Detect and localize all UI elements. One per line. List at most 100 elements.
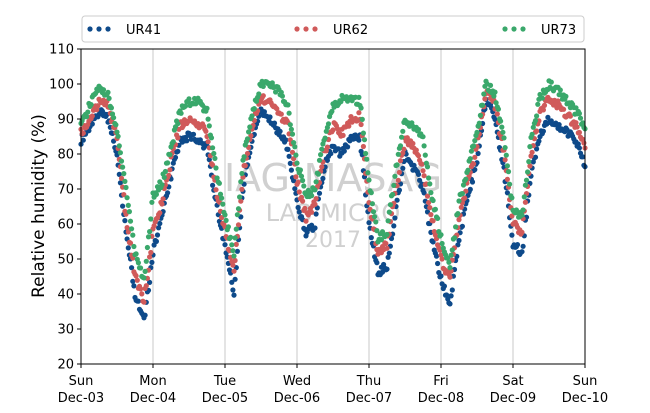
data-point-ur73: [487, 82, 494, 88]
data-point-ur41: [509, 232, 515, 238]
data-point-ur73: [509, 195, 515, 201]
data-point-ur73: [500, 129, 506, 135]
data-point-ur41: [172, 154, 179, 161]
data-point-ur62: [340, 132, 346, 138]
data-point-ur73: [131, 243, 137, 250]
data-point-ur41: [530, 159, 536, 165]
legend-marker-ur41: [87, 26, 93, 32]
data-point-ur41: [324, 157, 330, 163]
data-point-ur62: [118, 175, 125, 181]
data-point-ur73: [239, 170, 245, 177]
y-tick-label: 110: [49, 43, 74, 58]
legend-label-ur62: UR62: [333, 23, 368, 38]
data-point-ur41: [536, 138, 542, 144]
data-point-ur73: [118, 158, 125, 164]
data-point-ur62: [231, 268, 237, 274]
data-point-ur62: [89, 113, 95, 119]
data-point-ur41: [234, 248, 240, 254]
data-point-ur62: [213, 187, 219, 193]
data-point-ur73: [285, 102, 291, 108]
data-point-ur41: [576, 145, 583, 151]
data-point-ur73: [557, 87, 563, 93]
data-point-ur41: [312, 225, 318, 231]
data-point-ur62: [540, 107, 547, 113]
data-point-ur73: [449, 247, 455, 253]
data-point-ur73: [84, 114, 90, 120]
data-point-ur62: [138, 286, 144, 292]
data-point-ur73: [519, 212, 525, 218]
data-point-ur73: [235, 206, 242, 212]
data-point-ur41: [492, 116, 498, 122]
data-point-ur62: [244, 150, 251, 157]
data-point-ur62: [383, 240, 389, 247]
data-point-ur41: [149, 259, 155, 265]
data-point-ur73: [477, 112, 483, 118]
legend-marker-ur62: [312, 26, 318, 32]
data-point-ur73: [530, 124, 536, 130]
data-point-ur62: [400, 150, 406, 156]
data-point-ur73: [297, 167, 303, 173]
data-point-ur73: [532, 118, 539, 124]
data-point-ur73: [108, 105, 114, 111]
data-point-ur73: [220, 201, 226, 207]
data-point-ur62: [330, 127, 336, 133]
y-tick-label: 90: [57, 113, 74, 128]
legend-marker-ur41: [105, 26, 111, 32]
data-point-ur62: [456, 217, 462, 223]
data-point-ur73: [422, 152, 428, 158]
data-point-ur62: [167, 167, 173, 173]
data-point-ur73: [424, 164, 431, 170]
data-point-ur62: [324, 144, 330, 150]
data-point-ur73: [394, 162, 400, 168]
data-point-ur73: [372, 214, 378, 220]
data-point-ur73: [256, 91, 262, 97]
data-point-ur73: [210, 145, 216, 151]
data-point-ur41: [277, 128, 283, 134]
data-point-ur73: [228, 234, 234, 240]
data-point-ur73: [374, 228, 380, 234]
data-points-layer: [78, 78, 588, 321]
data-point-ur73: [526, 159, 532, 165]
data-point-ur41: [459, 223, 465, 229]
x-tick-label-date: Dec-07: [346, 391, 392, 406]
data-point-ur73: [116, 143, 122, 149]
data-point-ur73: [432, 206, 438, 212]
data-point-ur41: [130, 278, 136, 284]
data-point-ur41: [556, 122, 562, 128]
data-point-ur73: [529, 131, 535, 137]
data-point-ur62: [238, 198, 244, 204]
data-point-ur73: [453, 224, 459, 230]
data-point-ur62: [139, 291, 145, 297]
data-point-ur73: [520, 207, 526, 213]
data-point-ur41: [545, 114, 551, 120]
data-point-ur73: [476, 120, 482, 126]
data-point-ur62: [274, 106, 280, 112]
data-point-ur41: [532, 154, 539, 160]
data-point-ur41: [472, 167, 478, 173]
x-tick-label-date: Dec-08: [418, 391, 464, 406]
data-point-ur73: [238, 179, 244, 185]
data-point-ur73: [319, 146, 325, 152]
data-point-ur73: [322, 135, 328, 141]
data-point-ur62: [482, 96, 488, 102]
data-point-ur41: [345, 144, 351, 150]
data-point-ur41: [129, 265, 135, 271]
data-point-ur62: [401, 146, 407, 152]
data-point-ur41: [147, 279, 153, 285]
data-point-ur41: [534, 146, 540, 152]
data-point-ur73: [378, 237, 384, 243]
data-point-ur62: [404, 135, 410, 141]
data-point-ur73: [279, 93, 285, 99]
y-tick-label: 20: [57, 358, 74, 373]
data-point-ur73: [446, 259, 452, 265]
legend-marker-ur73: [520, 26, 526, 32]
data-point-ur73: [427, 181, 433, 187]
data-point-ur73: [435, 215, 441, 221]
y-tick-label: 80: [57, 148, 74, 163]
data-point-ur62: [502, 157, 508, 163]
data-point-ur73: [527, 144, 533, 150]
data-point-ur73: [124, 195, 130, 201]
data-point-ur62: [260, 93, 266, 99]
data-point-ur73: [289, 131, 296, 137]
data-point-ur41: [433, 253, 440, 259]
